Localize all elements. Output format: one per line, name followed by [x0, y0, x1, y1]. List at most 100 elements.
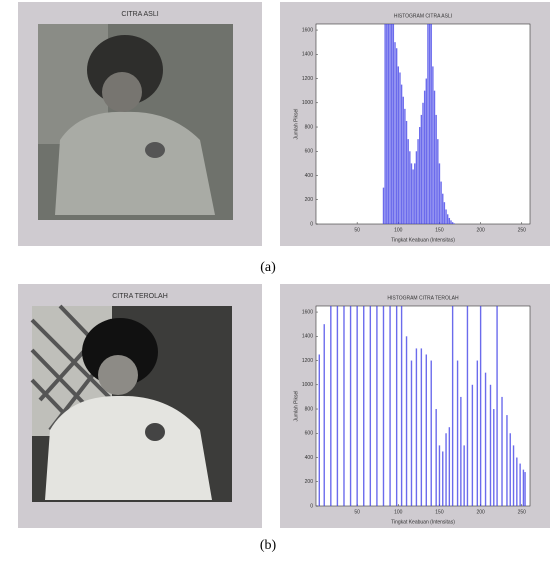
bar — [516, 457, 518, 506]
bar — [519, 463, 521, 506]
x-tick-label: 50 — [354, 509, 360, 515]
y-tick-label: 200 — [305, 197, 314, 203]
bar — [476, 360, 479, 506]
y-tick-label: 1400 — [302, 334, 313, 340]
bar — [445, 209, 447, 224]
bar — [384, 24, 386, 224]
plot-area — [315, 305, 531, 507]
y-tick-label: 1600 — [302, 309, 313, 315]
bar — [343, 306, 345, 506]
bar — [479, 306, 482, 506]
photo — [30, 304, 232, 502]
y-axis-label: Jumlah Piksel — [293, 109, 299, 140]
bar — [404, 108, 406, 224]
bar — [456, 360, 459, 506]
bar — [445, 433, 447, 506]
bar — [369, 306, 372, 506]
image-title: CITRA TEROLAH — [112, 293, 168, 300]
bar — [387, 24, 390, 224]
y-axis-label: Jumlah Piksel — [293, 391, 299, 422]
bar — [394, 42, 396, 224]
bar — [382, 187, 385, 224]
y-tick-label: 1600 — [302, 27, 313, 33]
bar — [428, 24, 431, 224]
x-tick-label: 150 — [435, 509, 444, 515]
bar — [405, 336, 408, 506]
chart-title: HISTOGRAM CITRA TEROLAH — [387, 295, 459, 301]
bar — [407, 139, 409, 224]
bar — [409, 151, 411, 224]
bar — [425, 354, 427, 506]
x-tick-label: 50 — [354, 227, 360, 233]
bar — [420, 114, 423, 224]
bar — [395, 48, 398, 224]
bar — [423, 90, 426, 225]
bar — [437, 139, 439, 224]
bar — [448, 427, 451, 506]
x-tick-label: 200 — [476, 509, 485, 515]
bar — [443, 202, 446, 224]
caption: (b) — [260, 538, 277, 553]
bar — [484, 372, 487, 506]
y-tick-label: 400 — [305, 173, 314, 179]
y-tick-label: 800 — [305, 124, 314, 130]
bar — [512, 445, 515, 506]
y-tick-label: 600 — [305, 149, 314, 155]
bar — [463, 445, 465, 506]
bar — [417, 139, 419, 224]
y-tick-label: 0 — [310, 221, 313, 227]
bar — [522, 469, 525, 506]
bar — [410, 163, 413, 224]
bar — [376, 306, 378, 506]
bar — [391, 24, 393, 224]
bar — [501, 396, 503, 506]
bar — [493, 409, 495, 506]
bar — [414, 163, 416, 224]
caption: (a) — [260, 260, 276, 275]
x-tick-label: 100 — [394, 227, 403, 233]
x-tick-label: 100 — [394, 509, 403, 515]
y-tick-label: 1200 — [302, 76, 313, 82]
bar — [386, 24, 388, 224]
bar — [412, 169, 414, 224]
x-axis-label: Tingkat Keabuan (Intensitas) — [391, 519, 455, 525]
bar — [446, 214, 449, 224]
y-tick-label: 800 — [305, 406, 314, 412]
bar — [392, 24, 395, 224]
bar — [318, 354, 320, 506]
bar — [448, 217, 451, 224]
bar — [438, 445, 441, 506]
bar — [336, 306, 339, 506]
x-axis-label: Tingkat Keabuan (Intensitas) — [391, 237, 455, 243]
bar — [425, 78, 427, 224]
y-tick-label: 1200 — [302, 358, 313, 364]
bar — [496, 306, 498, 506]
bar — [405, 120, 408, 224]
bar — [450, 220, 452, 224]
bar — [349, 306, 352, 506]
y-tick-label: 600 — [305, 431, 314, 437]
bar — [389, 306, 391, 506]
bar — [451, 222, 454, 224]
bar — [382, 306, 385, 506]
bar — [433, 90, 436, 225]
bar — [435, 409, 437, 506]
chart-title: HISTOGRAM CITRA ASLI — [394, 13, 452, 19]
bar — [451, 306, 454, 506]
y-tick-label: 1000 — [302, 382, 313, 388]
bar — [506, 415, 508, 506]
bar — [453, 223, 455, 224]
x-tick-label: 250 — [518, 509, 527, 515]
bar — [415, 151, 418, 224]
image-title: CITRA ASLI — [121, 11, 158, 18]
bar — [420, 348, 423, 506]
bar — [389, 24, 391, 224]
bar — [466, 306, 469, 506]
y-tick-label: 1400 — [302, 52, 313, 58]
bar — [524, 472, 526, 506]
bar — [402, 96, 404, 224]
photo — [38, 24, 233, 220]
bar — [438, 163, 441, 224]
y-tick-label: 200 — [305, 479, 314, 485]
